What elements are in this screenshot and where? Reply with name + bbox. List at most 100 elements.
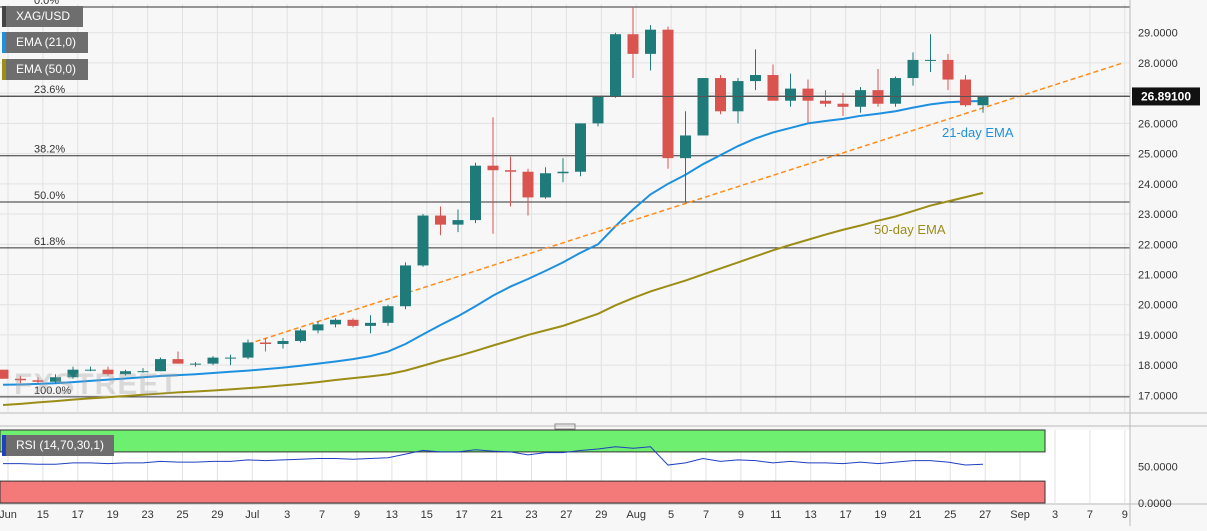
candle-body [942, 59, 954, 80]
rsi: 50.0000 0.0000 [0, 429, 1178, 510]
y-tick-label: 18.0000 [1138, 360, 1178, 372]
legend-ema21[interactable]: EMA (21,0) [2, 32, 88, 53]
x-tick-label: 11 [770, 509, 781, 521]
fib-label: 23.6% [34, 84, 65, 96]
legend-ema50-label: EMA (50,0) [16, 62, 77, 76]
fib-label: 61.8% [34, 236, 65, 248]
candle-body [452, 220, 464, 225]
y-tick-label: 19.0000 [1138, 330, 1178, 342]
y-tick-label: 21.0000 [1138, 269, 1178, 281]
candle-body [137, 371, 149, 373]
candles [0, 7, 989, 384]
price-pane [0, 4, 1130, 412]
ema50-annotation: 50-day EMA [874, 222, 946, 237]
candle-body [260, 342, 271, 344]
fib-label: 0.0% [34, 0, 59, 7]
x-tick-label: 9 [1122, 509, 1128, 521]
rsi-tick-label: 0.0000 [1138, 498, 1172, 510]
y-tick-label: 17.0000 [1138, 390, 1178, 402]
fib-label: 100.0% [34, 385, 72, 397]
x-tick-label: Jul [245, 509, 259, 521]
x-tick-label: 13 [805, 509, 817, 521]
candle-body [592, 96, 604, 124]
watermark: FXSTREET [14, 368, 179, 401]
x-tick-label: 27 [979, 509, 991, 521]
candle-body [435, 215, 446, 225]
legend-ema50[interactable]: EMA (50,0) [2, 59, 88, 80]
legend-rsi-swatch [2, 435, 6, 456]
y-tick-label: 20.0000 [1138, 300, 1178, 312]
y-tick-label: 22.0000 [1138, 239, 1178, 251]
x-tick-label: 23 [525, 509, 537, 521]
candle-body [610, 34, 621, 97]
ema21-annotation: 21-day EMA [942, 125, 1014, 140]
candle-body [0, 369, 9, 379]
x-tick-label: 29 [595, 509, 607, 521]
x-tick-label: Aug [626, 509, 646, 521]
candle-body [417, 215, 429, 266]
candle-body [575, 123, 586, 172]
candle-body [365, 322, 376, 326]
candle-body [627, 34, 639, 54]
candle-body [505, 170, 516, 172]
candle-body [470, 165, 481, 221]
x-tick-label: 17 [839, 509, 851, 521]
legend-ema21-label: EMA (21,0) [16, 35, 77, 49]
candle-body [557, 171, 569, 174]
x-tick-label: 13 [386, 509, 398, 521]
candle-body [802, 88, 814, 101]
candle-body [347, 319, 359, 326]
y-tick-label: 26.0000 [1138, 118, 1178, 130]
legend-rsi-label: RSI (14,70,30,1) [16, 438, 105, 452]
x-tick-label: 3 [1052, 509, 1058, 521]
legend-symbol-swatch [2, 6, 6, 27]
x-tick-label: 23 [141, 509, 153, 521]
candle-body [400, 265, 411, 307]
y-tick-label: 28.0000 [1138, 58, 1178, 70]
pane-resize-handle [554, 423, 576, 430]
rsi-oversold-zone [0, 480, 1046, 504]
fib-label: 38.2% [34, 144, 65, 156]
x-tick-label: 15 [37, 509, 49, 521]
candle-body [155, 359, 166, 372]
legend-rsi[interactable]: RSI (14,70,30,1) [2, 435, 114, 456]
x-tick-label: 29 [211, 509, 223, 521]
candle-body [977, 96, 989, 106]
candle-body [750, 75, 761, 82]
last-price-tag [1132, 87, 1200, 106]
rsi-overbought-zone [0, 429, 1046, 453]
candle-body [67, 369, 79, 378]
candle-body [540, 173, 551, 198]
candle-body [715, 78, 726, 112]
x-tick-label: 19 [107, 509, 119, 521]
x-tick-label: 25 [176, 509, 188, 521]
candle-body [382, 306, 394, 323]
x-tick-label: 7 [703, 509, 709, 521]
x-tick-label: Jun [0, 509, 17, 521]
candle-body [85, 369, 96, 371]
candle-body [190, 363, 201, 365]
candle-body [487, 165, 499, 171]
x-tick-label: 7 [1087, 509, 1093, 521]
fib-label: 50.0% [34, 190, 65, 202]
rsi-tick-label: 50.0000 [1138, 462, 1178, 474]
candle-body [522, 171, 534, 198]
x-tick-label: 21 [490, 509, 502, 521]
candle-body [120, 371, 131, 375]
legend-symbol-label: XAG/USD [16, 9, 71, 23]
legend-symbol[interactable]: XAG/USD [2, 6, 83, 27]
x-tick-label: Sep [1010, 509, 1030, 521]
y-tick-label: 29.0000 [1138, 28, 1178, 40]
rsi-line [3, 446, 984, 466]
x-tick-label: 21 [909, 509, 921, 521]
x-tick-label: 5 [668, 509, 674, 521]
ema50-line [2, 191, 984, 407]
trendline [247, 62, 1124, 345]
candle-body [225, 357, 236, 359]
x-tick-label: 27 [560, 509, 572, 521]
candle-body [697, 78, 709, 136]
y-tick-label: 24.0000 [1138, 179, 1178, 191]
candle-body [925, 59, 936, 61]
candle-body [890, 78, 901, 104]
